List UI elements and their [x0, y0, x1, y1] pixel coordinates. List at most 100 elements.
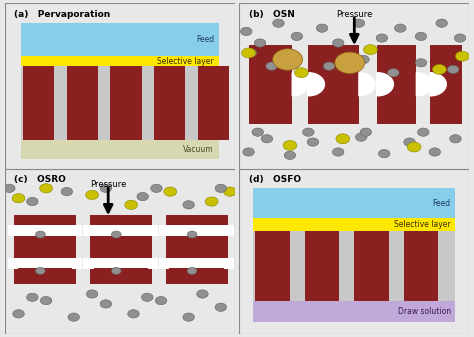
Text: (d)   OSFO: (d) OSFO — [248, 175, 301, 184]
Bar — [90, 215, 152, 284]
Polygon shape — [359, 73, 375, 96]
Circle shape — [376, 34, 388, 42]
Bar — [198, 66, 229, 141]
Circle shape — [432, 64, 447, 74]
Circle shape — [255, 39, 266, 47]
Circle shape — [332, 148, 344, 156]
Circle shape — [183, 201, 194, 209]
Circle shape — [125, 200, 137, 210]
Circle shape — [273, 49, 302, 70]
Circle shape — [436, 19, 447, 27]
Bar — [148, 225, 158, 236]
Circle shape — [243, 148, 255, 156]
Circle shape — [332, 39, 344, 47]
Bar — [83, 225, 93, 236]
Bar — [165, 215, 228, 284]
Circle shape — [323, 62, 335, 70]
Text: (a)   Pervaporation: (a) Pervaporation — [14, 10, 110, 19]
Circle shape — [187, 267, 197, 274]
Polygon shape — [308, 73, 324, 96]
Polygon shape — [292, 73, 308, 96]
Circle shape — [294, 68, 308, 78]
Circle shape — [266, 62, 277, 70]
Circle shape — [183, 313, 194, 321]
Bar — [21, 56, 219, 66]
Circle shape — [261, 135, 273, 143]
Circle shape — [4, 184, 15, 192]
Circle shape — [61, 187, 73, 196]
Circle shape — [252, 128, 264, 136]
Circle shape — [240, 27, 252, 36]
Circle shape — [447, 65, 459, 73]
Bar — [21, 66, 219, 141]
Bar — [14, 258, 76, 269]
Polygon shape — [416, 73, 432, 96]
Bar — [305, 231, 339, 301]
Text: Selective layer: Selective layer — [394, 220, 451, 229]
Circle shape — [27, 197, 38, 206]
Circle shape — [404, 138, 415, 146]
Circle shape — [215, 184, 227, 192]
Circle shape — [137, 192, 148, 201]
Circle shape — [36, 231, 45, 238]
Bar — [354, 231, 389, 301]
Circle shape — [289, 52, 301, 60]
Bar — [377, 44, 416, 124]
Bar — [253, 218, 456, 231]
Circle shape — [205, 197, 218, 206]
Text: Vacuum: Vacuum — [183, 145, 214, 154]
Bar — [154, 66, 185, 141]
Circle shape — [86, 190, 99, 200]
Circle shape — [197, 290, 208, 298]
Circle shape — [307, 138, 319, 146]
Bar — [159, 225, 170, 236]
Circle shape — [335, 52, 365, 73]
Circle shape — [378, 150, 390, 158]
Circle shape — [450, 135, 461, 143]
Circle shape — [111, 267, 121, 274]
Circle shape — [454, 34, 466, 42]
Circle shape — [283, 141, 297, 150]
Circle shape — [86, 290, 98, 298]
Text: Selective layer: Selective layer — [157, 57, 214, 66]
Circle shape — [100, 184, 112, 192]
Bar — [255, 231, 290, 301]
Text: Draw solution: Draw solution — [398, 307, 451, 316]
Bar — [72, 225, 82, 236]
Bar — [83, 258, 93, 269]
Circle shape — [164, 187, 177, 196]
Circle shape — [40, 297, 52, 305]
Bar — [90, 225, 152, 236]
Bar — [404, 231, 438, 301]
Bar — [253, 231, 456, 301]
Circle shape — [360, 128, 372, 136]
Bar — [21, 23, 219, 56]
Circle shape — [291, 32, 302, 40]
Circle shape — [13, 310, 24, 318]
Bar — [224, 225, 234, 236]
Circle shape — [142, 293, 153, 301]
Circle shape — [456, 51, 469, 61]
Circle shape — [68, 313, 80, 321]
Circle shape — [407, 142, 421, 152]
Circle shape — [40, 184, 53, 193]
Polygon shape — [377, 73, 393, 96]
Circle shape — [100, 300, 112, 308]
Text: (c)   OSRO: (c) OSRO — [14, 175, 66, 184]
Bar — [21, 141, 219, 159]
Circle shape — [155, 297, 167, 305]
Bar — [67, 66, 98, 141]
Circle shape — [336, 134, 350, 144]
Circle shape — [388, 69, 399, 77]
Bar — [159, 258, 170, 269]
Circle shape — [273, 19, 284, 27]
Bar — [110, 66, 142, 141]
Bar — [308, 44, 359, 124]
Bar — [165, 258, 228, 269]
Bar — [14, 225, 76, 236]
Circle shape — [111, 231, 121, 238]
Circle shape — [356, 133, 367, 141]
Text: Pressure: Pressure — [336, 10, 373, 19]
Bar — [430, 44, 462, 124]
Bar — [248, 44, 292, 124]
